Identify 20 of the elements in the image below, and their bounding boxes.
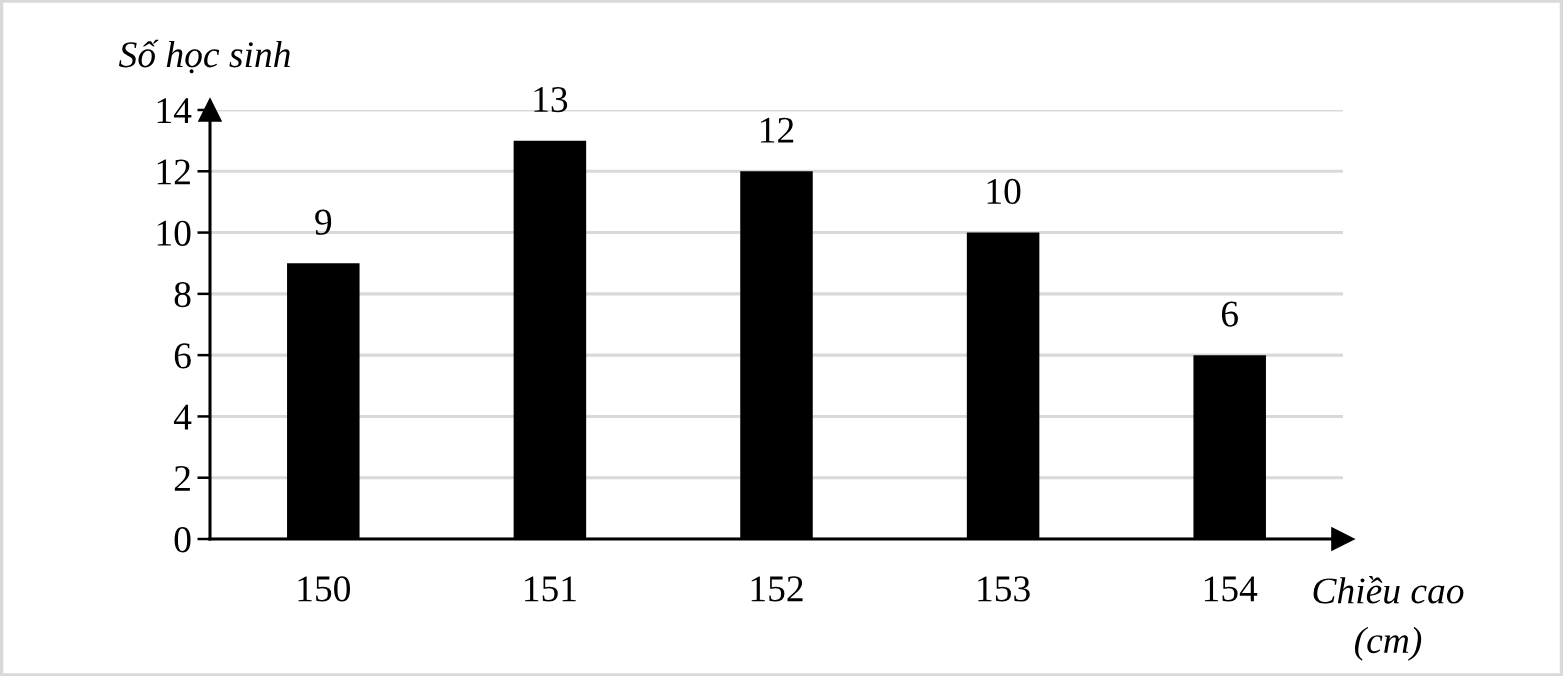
data-label: 9	[315, 209, 332, 235]
y-tick-label: 10	[157, 220, 191, 246]
y-tick-label: 4	[173, 404, 192, 430]
data-label: 12	[761, 117, 794, 143]
data-label: 13	[534, 86, 568, 113]
y-tick-label: 0	[174, 527, 191, 553]
y-tick-label: 14	[157, 98, 192, 124]
x-tick-label: 154	[1204, 576, 1258, 602]
y-tick-label: 8	[174, 281, 191, 308]
data-label: 10	[987, 178, 1021, 205]
x-tick-label: 150	[298, 576, 350, 602]
y-tick-label: 6	[174, 343, 191, 369]
y-axis-title: Số học sinh	[118, 39, 290, 74]
y-tick-label: 12	[157, 159, 190, 185]
x-tick-label: 152	[751, 576, 803, 602]
data-label: 6	[1221, 301, 1238, 327]
x-tick-label: 151	[525, 576, 576, 602]
y-tick-label: 2	[174, 465, 190, 491]
x-axis-title: Chiều cao (cm)	[1313, 576, 1464, 661]
x-tick-label: 153	[978, 576, 1030, 602]
